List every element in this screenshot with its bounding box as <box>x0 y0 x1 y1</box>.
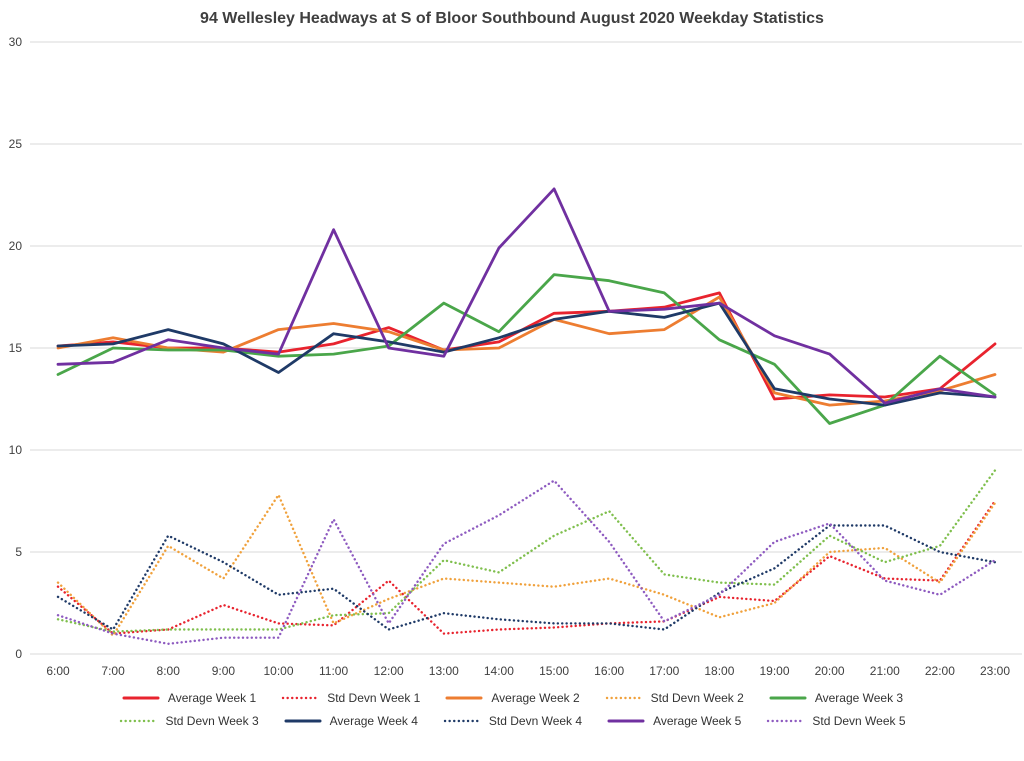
dotted-line-swatch-icon <box>605 696 642 700</box>
y-axis-tick-label: 0 <box>15 647 22 661</box>
series-line-std-devn-week-1 <box>56 499 997 635</box>
x-axis-tick-label: 19:00 <box>759 664 789 678</box>
legend-label: Std Devn Week 1 <box>327 691 421 705</box>
series-line-std-devn-week-4 <box>56 524 997 631</box>
x-axis-tick-label: 17:00 <box>649 664 679 678</box>
series-line-average-week-5 <box>56 187 997 405</box>
legend-item-average-week-3: Average Week 3 <box>768 691 903 705</box>
legend-label: Average Week 4 <box>329 714 418 728</box>
legend-label: Average Week 2 <box>491 691 580 705</box>
legend-label: Std Devn Week 4 <box>488 714 583 728</box>
x-axis-tick-label: 16:00 <box>594 664 624 678</box>
y-axis-tick-label: 30 <box>9 35 23 49</box>
x-axis-tick-label: 14:00 <box>484 664 514 678</box>
x-axis-tick-label: 6:00 <box>46 664 70 678</box>
series-line-average-week-3 <box>56 273 997 425</box>
legend-label: Average Week 1 <box>167 691 257 705</box>
legend-label: Std Devn Week 3 <box>165 714 259 728</box>
x-axis-tick-label: 12:00 <box>374 664 404 678</box>
legend-item-average-week-5: Average Week 5 <box>606 714 741 728</box>
y-axis-tick-label: 5 <box>15 545 22 559</box>
series-line-average-week-1 <box>56 291 997 401</box>
series-line-std-devn-week-3 <box>56 469 997 633</box>
legend-label: Std Devn Week 2 <box>650 691 744 705</box>
y-axis-tick-label: 20 <box>9 239 23 253</box>
y-axis-tick-label: 25 <box>9 137 23 151</box>
legend-item-std-devn-week-4: Std Devn Week 4 <box>442 714 582 728</box>
solid-line-swatch-icon <box>284 719 322 723</box>
chart-legend: Average Week 1 Std Devn Week 1 Average Wee… <box>0 691 1024 728</box>
solid-line-swatch-icon <box>607 719 645 723</box>
legend-item-std-devn-week-5: Std Devn Week 5 <box>765 714 906 728</box>
line-chart-plot-area: 0 5 10 15 20 25 30 6:00 7:00 8:00 9:00 10:00 11:00 12… <box>9 35 1022 678</box>
legend-item-std-devn-week-1: Std Devn Week 1 <box>280 691 420 705</box>
chart-page: 94 Wellesley Headways at S of Bloor Sout… <box>0 8 1024 728</box>
solid-line-swatch-icon <box>122 696 160 700</box>
x-axis-tick-label: 8:00 <box>157 664 181 678</box>
legend-label: Std Devn Week 5 <box>812 714 906 728</box>
solid-line-swatch-icon <box>445 696 483 700</box>
y-axis-tick-label: 15 <box>9 341 23 355</box>
x-axis-tick-label: 20:00 <box>815 664 845 678</box>
y-axis-tick-label: 10 <box>9 443 23 457</box>
legend-item-std-devn-week-2: Std Devn Week 2 <box>604 691 744 705</box>
dotted-line-swatch-icon <box>443 719 481 723</box>
legend-item-average-week-4: Average Week 4 <box>283 714 418 728</box>
legend-row: Average Week 1 Std Devn Week 1 Average Wee… <box>0 691 1024 705</box>
x-axis-tick-label: 9:00 <box>212 664 236 678</box>
chart-title: 94 Wellesley Headways at S of Bloor Sout… <box>200 10 824 27</box>
x-axis-tick-label: 10:00 <box>263 664 293 678</box>
x-axis-tick-label: 22:00 <box>925 664 955 678</box>
x-axis-tick-label: 21:00 <box>870 664 900 678</box>
legend-label: Average Week 5 <box>653 714 742 728</box>
x-axis-tick-label: 23:00 <box>980 664 1010 678</box>
dotted-line-swatch-icon <box>767 719 804 723</box>
x-axis-tick-label: 11:00 <box>319 664 348 678</box>
series-line-std-devn-week-2 <box>56 493 997 637</box>
series-line-average-week-2 <box>56 295 997 407</box>
legend-item-std-devn-week-3: Std Devn Week 3 <box>118 714 259 728</box>
x-axis-tick-label: 7:00 <box>101 664 125 678</box>
x-axis-tick-label: 13:00 <box>429 664 459 678</box>
series-line-average-week-4 <box>56 301 997 407</box>
legend-item-average-week-2: Average Week 2 <box>444 691 580 705</box>
x-axis-tick-label: 18:00 <box>704 664 734 678</box>
series-line-std-devn-week-5 <box>56 479 997 645</box>
legend-item-average-week-1: Average Week 1 <box>121 691 256 705</box>
solid-line-swatch-icon <box>769 696 807 700</box>
dotted-line-swatch-icon <box>281 696 319 700</box>
dotted-line-swatch-icon <box>120 719 157 723</box>
legend-label: Average Week 3 <box>814 691 904 705</box>
x-axis-tick-label: 15:00 <box>539 664 569 678</box>
legend-row: Std Devn Week 3 Average Week 4 Std Devn We… <box>0 714 1024 728</box>
